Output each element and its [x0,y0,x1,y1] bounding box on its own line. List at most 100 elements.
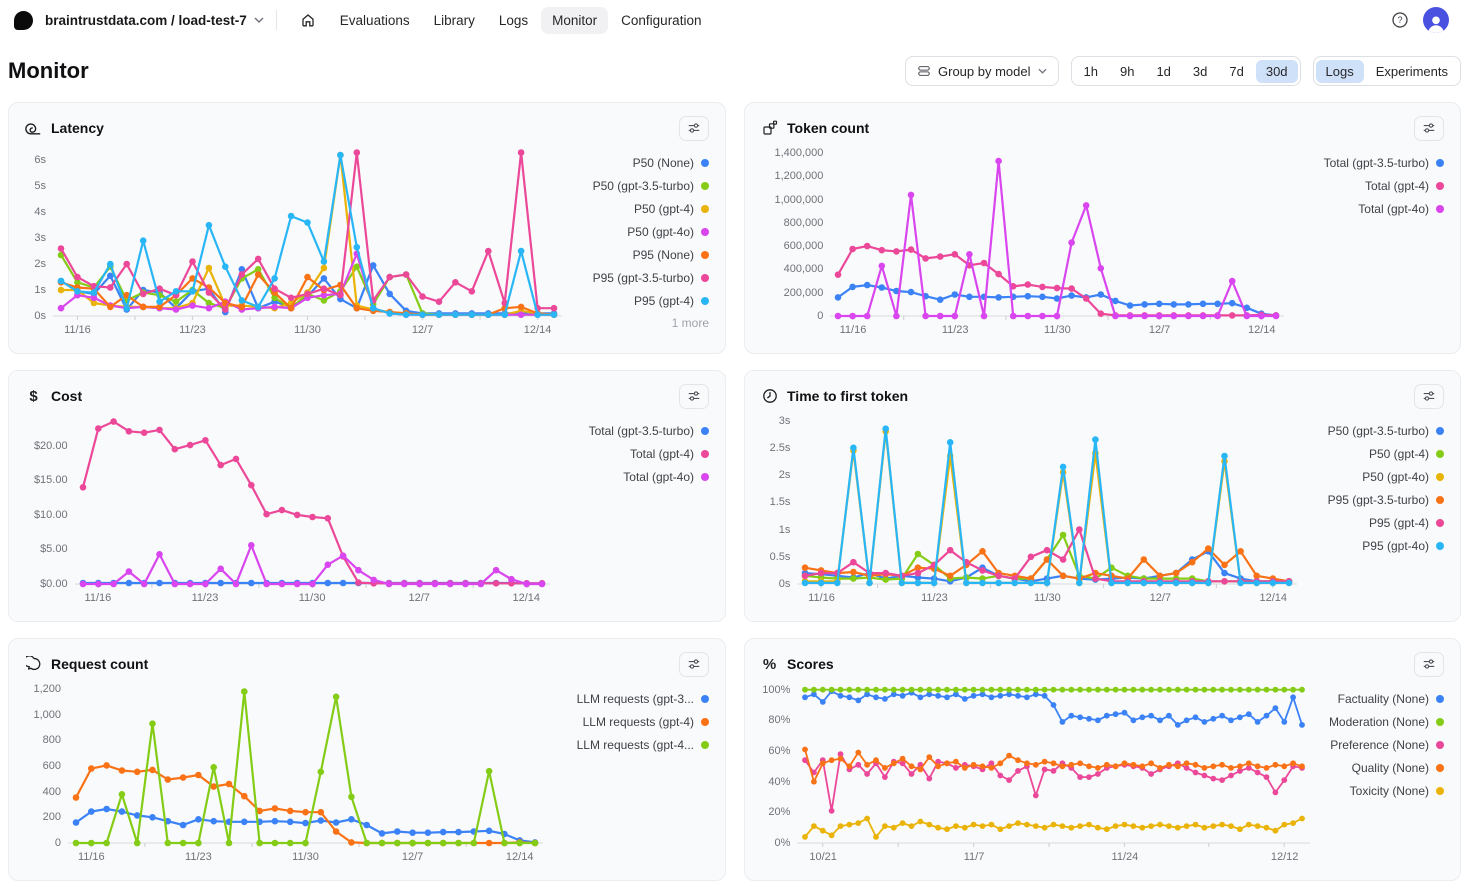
legend-item[interactable]: Total (gpt-3.5-turbo) [550,419,709,442]
legend-item[interactable]: P50 (gpt-4o) [1297,465,1444,488]
legend-item[interactable]: LLM requests (gpt-3... [543,687,709,710]
x-tick-label: 11/16 [77,851,105,863]
y-axis: 0s 1s 2s 3s 4s 5s 6s [25,146,53,340]
user-avatar[interactable] [1423,7,1449,33]
x-tick-label: 11/16 [84,592,112,604]
view-experiments[interactable]: Experiments [1366,60,1458,83]
nav-item-configuration[interactable]: Configuration [610,7,712,34]
x-tick-label: 12/7 [408,592,430,604]
chart-title: Scores [787,656,834,672]
topbar-right: ? [1391,7,1455,33]
plot-area: 10/21 11/7 11/24 12/12 [797,682,1311,867]
nav-item-library[interactable]: Library [423,7,486,34]
dollar-icon: $ [29,387,38,405]
x-tick-label: 11/7 [963,851,985,863]
legend-item[interactable]: P50 (gpt-3.5-turbo) [562,174,709,197]
time-range-1d[interactable]: 1d [1146,60,1180,83]
chart-settings-button[interactable] [679,651,709,677]
y-tick-label: 1,000 [33,708,61,721]
legend-item[interactable]: P95 (gpt-4) [562,289,709,312]
nav-item-evaluations[interactable]: Evaluations [329,7,421,34]
help-button[interactable]: ? [1391,11,1409,29]
legend-item[interactable]: P95 (gpt-4) [1297,511,1444,534]
x-tick-label: 11/16 [839,324,867,336]
workspace-switcher[interactable]: braintrustdata.com / load-test-7 [45,13,264,28]
legend-color-dot [701,296,709,305]
legend-label: LLM requests (gpt-3... [576,691,694,706]
time-range-7d[interactable]: 7d [1219,60,1253,83]
scores-card: % Scores 0% 20% 40% 60% 80% 100% 10/21 11/7 11/2… [744,638,1461,881]
legend-item[interactable]: P95 (None) [562,243,709,266]
legend-item[interactable]: Total (gpt-4) [1285,174,1444,197]
group-by-select[interactable]: Group by model [905,56,1059,86]
plot-area: 11/16 11/23 11/30 12/7 12/14 [53,146,562,340]
legend-item[interactable]: Toxicity (None) [1310,779,1444,802]
legend-item[interactable]: P50 (gpt-4) [562,197,709,220]
home-icon [302,14,314,27]
legend-item[interactable]: Quality (None) [1310,756,1444,779]
x-tick-label: 12/14 [505,851,534,863]
legend-item[interactable]: Total (gpt-4) [550,442,709,465]
legend-label: P95 (gpt-4o) [1362,538,1429,553]
token-count-card: Token count 0 200,000 400,000 600,000 800,00… [744,102,1461,354]
y-axis: 0s 0.5s 1s 1.5s 2s 2.5s 3s [761,414,797,608]
y-tick-label: 20% [768,806,791,819]
percent-icon: % [762,655,777,673]
time-range-9h[interactable]: 9h [1110,60,1144,83]
y-tick-label: 1,000,000 [774,193,824,206]
legend: LLM requests (gpt-3... LLM requests (gpt-… [543,682,709,867]
legend-color-dot [1436,786,1444,795]
legend-item[interactable]: LLM requests (gpt-4) [543,710,709,733]
legend-item[interactable]: Total (gpt-4o) [1285,197,1444,220]
workspace-name: braintrustdata.com / load-test-7 [45,12,247,28]
y-tick-label: 0 [54,837,61,849]
time-range-3d[interactable]: 3d [1183,60,1217,83]
legend-label: Total (gpt-4) [629,446,694,461]
legend-item[interactable]: Moderation (None) [1310,710,1444,733]
series-factuality-none- [802,688,1306,728]
legend-item[interactable]: P95 (gpt-3.5-turbo) [1297,488,1444,511]
x-tick-label: 11/23 [941,324,969,336]
legend-color-dot [1436,158,1444,167]
time-range-30d[interactable]: 30d [1255,59,1298,83]
chart-settings-button[interactable] [1414,115,1444,141]
legend-item[interactable]: Preference (None) [1310,733,1444,756]
y-axis: 0 200,000 400,000 600,000 800,000 1,000,000 1,… [761,146,830,340]
time-range-1h[interactable]: 1h [1074,60,1108,83]
legend-more-link[interactable]: 1 more [671,316,709,330]
chart-title: Latency [51,120,104,136]
svg-text:?: ? [1397,15,1402,25]
legend: P50 (gpt-3.5-turbo) P50 (gpt-4) P50 (gpt-4… [1297,414,1444,608]
chart-settings-button[interactable] [1414,383,1444,409]
chart-settings-button[interactable] [679,115,709,141]
legend-label: Factuality (None) [1337,691,1429,706]
legend-item[interactable]: Total (gpt-4o) [550,465,709,488]
x-tick-label: 12/7 [1149,592,1172,604]
legend-color-dot [701,158,709,167]
legend-item[interactable]: P50 (gpt-4o) [562,220,709,243]
legend-item[interactable]: P50 (gpt-3.5-turbo) [1297,419,1444,442]
y-tick-label: 40% [768,775,791,788]
legend-item[interactable]: LLM requests (gpt-4... [543,733,709,756]
legend: P50 (None) P50 (gpt-3.5-turbo) P50 (gpt-4)… [562,146,709,340]
legend-item[interactable]: P50 (None) [562,151,709,174]
y-tick-label: 600,000 [783,240,824,253]
y-tick-label: 800,000 [783,216,824,229]
chart-title: Cost [51,388,83,404]
nav-home-button[interactable] [289,6,327,34]
legend-item[interactable]: P50 (gpt-4) [1297,442,1444,465]
chart-settings-button[interactable] [1414,651,1444,677]
chart-settings-button[interactable] [679,383,709,409]
nav-item-monitor[interactable]: Monitor [541,6,609,34]
view-logs[interactable]: Logs [1315,59,1364,83]
legend-item[interactable]: Total (gpt-3.5-turbo) [1285,151,1444,174]
nav-item-logs[interactable]: Logs [488,7,539,34]
legend-item[interactable]: P95 (gpt-3.5-turbo) [562,266,709,289]
legend-color-dot [701,227,709,236]
legend-label: P50 (gpt-3.5-turbo) [1327,423,1429,438]
legend-item[interactable]: P95 (gpt-4o) [1297,534,1444,557]
legend-item[interactable]: Factuality (None) [1310,687,1444,710]
legend-color-dot [1436,717,1444,726]
plot-area: 11/16 11/23 11/30 12/7 12/14 [74,414,550,608]
chevron-down-icon [254,17,264,23]
